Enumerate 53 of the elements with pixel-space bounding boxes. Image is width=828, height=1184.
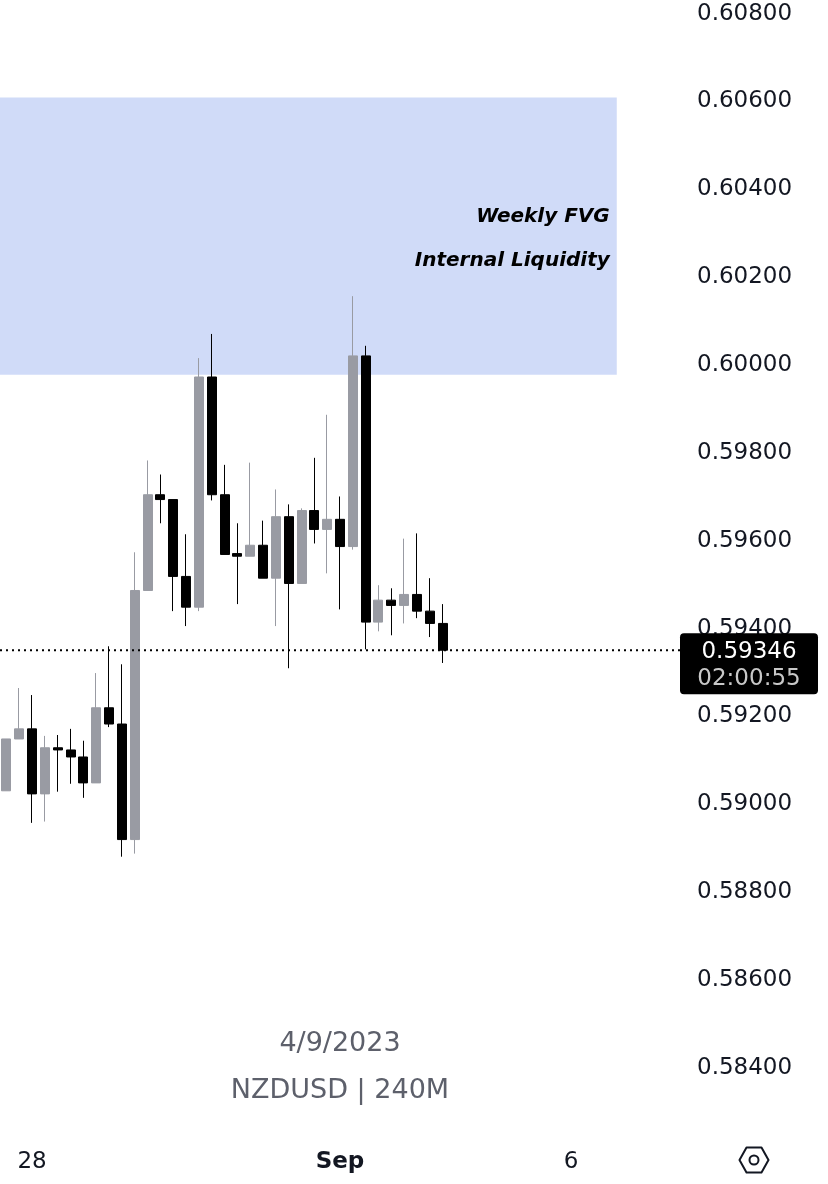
candlestick [335, 495, 345, 610]
y-tick-label: 0.58400 [697, 1052, 793, 1079]
candlestick [258, 520, 268, 579]
x-tick-label: Sep [315, 1147, 365, 1174]
candlestick [117, 663, 127, 858]
candlestick [130, 551, 140, 855]
y-tick-label: 0.60600 [697, 86, 793, 113]
candlestick [143, 459, 153, 591]
text: 02:00:55 [697, 664, 801, 691]
candlestick [297, 507, 307, 584]
candlestick [309, 457, 319, 544]
candlestick [322, 414, 332, 574]
y-tick-label: 0.59800 [697, 437, 793, 464]
candlestick [271, 488, 281, 627]
candlestick [245, 462, 255, 557]
y-tick-label: 0.60000 [697, 349, 793, 376]
y-tick-label: 0.58800 [697, 877, 793, 904]
y-tick-label: 0.60800 [697, 0, 793, 25]
x-tick-label: 6 [563, 1147, 579, 1174]
candlestick [399, 538, 409, 624]
candlestick [168, 499, 178, 612]
y-tick-label: 0.58600 [697, 964, 793, 991]
x-tick-label: 28 [17, 1147, 47, 1174]
candlestick [27, 694, 37, 824]
y-tick-label: 0.60400 [697, 174, 793, 201]
candlestick [194, 357, 204, 612]
candlestick [91, 672, 101, 784]
text: 4/9/2023 [279, 1026, 401, 1058]
candlestick [220, 464, 230, 555]
candlestick [66, 728, 76, 785]
candlestick [386, 587, 396, 636]
candlestick [348, 295, 358, 551]
band-label: Weekly FVG [476, 203, 610, 228]
ref-line-label: 0.59346 [701, 637, 797, 664]
candlestick [361, 345, 371, 650]
candlestick [373, 584, 383, 632]
candlestick [412, 532, 422, 619]
candlestick [1, 738, 11, 792]
y-tick-label: 0.59200 [697, 701, 793, 728]
text: NZDUSD | 240M [230, 1073, 450, 1106]
candlestick [181, 533, 191, 627]
candlestick [78, 740, 88, 799]
annotation: Internal Liquidity [414, 247, 611, 272]
candlestick [40, 735, 50, 823]
y-tick-label: 0.59000 [697, 789, 793, 816]
candlestick [53, 734, 63, 793]
candlestick [155, 474, 165, 524]
candlestick [14, 687, 24, 740]
candlestick [425, 577, 435, 638]
candlestick [207, 333, 217, 501]
y-tick-label: 0.60200 [697, 262, 793, 289]
candlestick [232, 522, 242, 605]
y-tick-label: 0.59600 [697, 525, 793, 552]
